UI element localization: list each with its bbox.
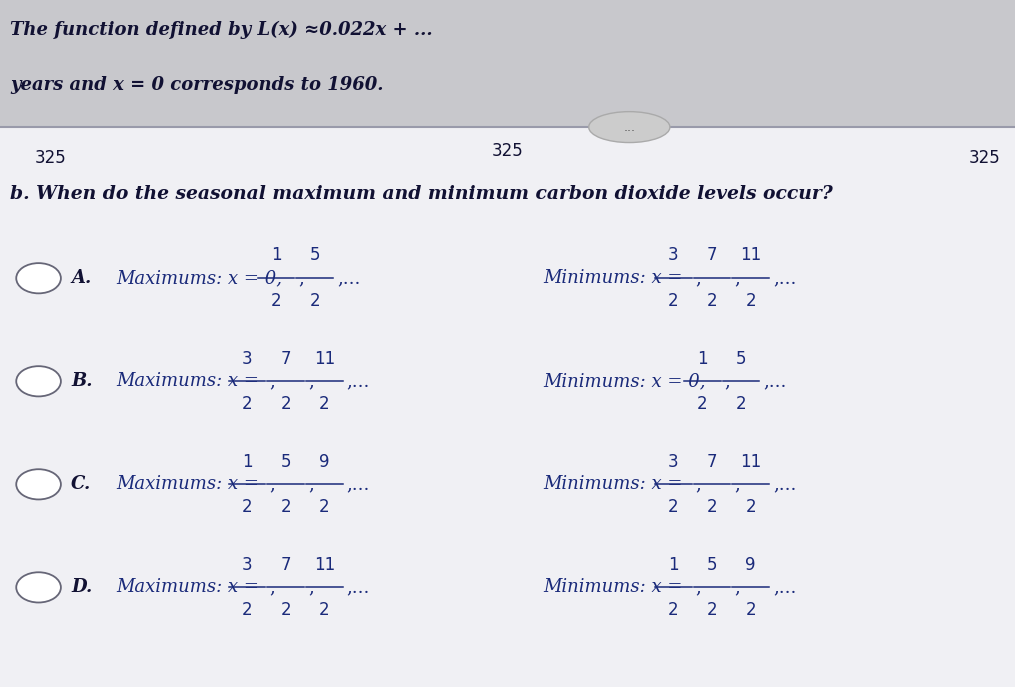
Text: 2: 2 <box>668 498 679 516</box>
Text: 2: 2 <box>706 498 718 516</box>
Text: ,: , <box>270 475 275 493</box>
Text: ...: ... <box>623 121 635 133</box>
Text: ,: , <box>696 269 701 287</box>
Text: 2: 2 <box>280 601 291 619</box>
Text: 2: 2 <box>319 395 330 413</box>
Text: Maximums: x = 0,: Maximums: x = 0, <box>117 269 283 287</box>
Text: 11: 11 <box>314 350 335 368</box>
Text: Maximums: x =: Maximums: x = <box>117 372 260 390</box>
Text: 2: 2 <box>697 395 707 413</box>
Text: Minimums: x =: Minimums: x = <box>543 269 682 287</box>
Text: 7: 7 <box>280 556 291 574</box>
Circle shape <box>16 572 61 602</box>
Text: 7: 7 <box>706 247 718 264</box>
Text: 3: 3 <box>242 556 253 574</box>
Text: 2: 2 <box>745 292 756 310</box>
Text: 2: 2 <box>242 498 253 516</box>
Text: 3: 3 <box>668 453 679 471</box>
Text: ,: , <box>735 578 740 596</box>
Text: 2: 2 <box>706 601 718 619</box>
Text: 2: 2 <box>280 395 291 413</box>
Text: 2: 2 <box>668 601 679 619</box>
Text: B.: B. <box>71 372 92 390</box>
Circle shape <box>16 366 61 396</box>
Text: 3: 3 <box>242 350 253 368</box>
Text: 325: 325 <box>491 142 524 160</box>
FancyBboxPatch shape <box>0 127 1015 687</box>
Text: ,: , <box>735 269 740 287</box>
Text: Minimums: x = 0,: Minimums: x = 0, <box>543 372 705 390</box>
Text: 2: 2 <box>242 601 253 619</box>
Text: ,: , <box>309 372 314 390</box>
Text: ,...: ,... <box>773 475 797 493</box>
Text: ,: , <box>309 578 314 596</box>
Text: b. When do the seasonal maximum and minimum carbon dioxide levels occur?: b. When do the seasonal maximum and mini… <box>10 185 833 203</box>
Text: ,: , <box>735 475 740 493</box>
Text: 325: 325 <box>35 149 67 167</box>
Text: ,...: ,... <box>347 372 370 390</box>
Text: 325: 325 <box>968 149 1001 167</box>
Text: years and x = 0 corresponds to 1960.: years and x = 0 corresponds to 1960. <box>10 76 384 93</box>
Text: ,: , <box>298 269 304 287</box>
Text: ,...: ,... <box>337 269 360 287</box>
Text: 2: 2 <box>242 395 253 413</box>
Text: ,...: ,... <box>773 269 797 287</box>
Text: 7: 7 <box>706 453 718 471</box>
Text: 2: 2 <box>745 601 756 619</box>
Text: Maximums: x =: Maximums: x = <box>117 475 260 493</box>
Text: 9: 9 <box>745 556 756 574</box>
Text: 2: 2 <box>319 498 330 516</box>
Text: 2: 2 <box>736 395 746 413</box>
FancyBboxPatch shape <box>0 0 1015 127</box>
Text: 2: 2 <box>706 292 718 310</box>
Text: ,: , <box>696 475 701 493</box>
Text: 2: 2 <box>310 292 320 310</box>
Text: 9: 9 <box>319 453 330 471</box>
Text: ,: , <box>696 578 701 596</box>
Text: ,...: ,... <box>347 475 370 493</box>
Text: ,...: ,... <box>763 372 787 390</box>
Text: 2: 2 <box>319 601 330 619</box>
Text: ,: , <box>270 578 275 596</box>
Text: 11: 11 <box>314 556 335 574</box>
Text: ,: , <box>309 475 314 493</box>
Text: A.: A. <box>71 269 91 287</box>
Text: 5: 5 <box>706 556 718 574</box>
Text: 1: 1 <box>242 453 253 471</box>
Text: 2: 2 <box>271 292 281 310</box>
Text: Maximums: x =: Maximums: x = <box>117 578 260 596</box>
Text: 3: 3 <box>668 247 679 264</box>
Text: 5: 5 <box>310 247 320 264</box>
Text: ,...: ,... <box>773 578 797 596</box>
Text: C.: C. <box>71 475 91 493</box>
Text: Minimums: x =: Minimums: x = <box>543 475 682 493</box>
Text: 5: 5 <box>280 453 291 471</box>
Text: ,: , <box>725 372 731 390</box>
Text: 2: 2 <box>280 498 291 516</box>
Text: ,: , <box>270 372 275 390</box>
Text: 2: 2 <box>668 292 679 310</box>
Ellipse shape <box>589 111 670 143</box>
Text: 1: 1 <box>668 556 679 574</box>
Text: 1: 1 <box>697 350 707 368</box>
Text: 7: 7 <box>280 350 291 368</box>
Circle shape <box>16 469 61 499</box>
Text: 5: 5 <box>736 350 746 368</box>
Text: 11: 11 <box>740 453 761 471</box>
Text: The function defined by L(x) ≈0.022x + ...: The function defined by L(x) ≈0.022x + .… <box>10 21 432 39</box>
Circle shape <box>16 263 61 293</box>
Text: 11: 11 <box>740 247 761 264</box>
Text: Minimums: x =: Minimums: x = <box>543 578 682 596</box>
Text: D.: D. <box>71 578 92 596</box>
Text: 2: 2 <box>745 498 756 516</box>
Text: 1: 1 <box>271 247 281 264</box>
Text: ,...: ,... <box>347 578 370 596</box>
